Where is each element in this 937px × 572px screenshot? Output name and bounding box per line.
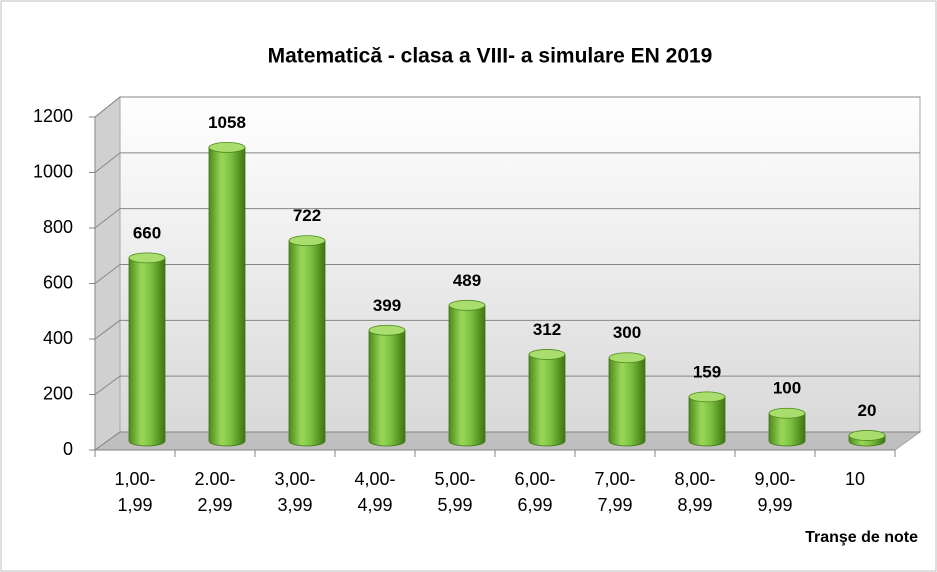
bar-top [688,391,726,403]
bar [288,240,326,447]
grid-line-side [94,431,121,451]
x-tick-label: 3,00-3,99 [274,469,315,515]
y-tick-label: 1200 [33,106,73,126]
value-label: 660 [133,223,161,242]
x-axis-title: Tranşe de note [805,529,918,546]
bar-top [608,352,646,364]
bar [128,257,166,447]
grid-line-side [94,375,121,395]
grid-line-side [94,152,121,173]
bar [608,357,646,447]
y-tick-label: 1000 [33,161,73,181]
bar-top [128,252,166,264]
x-tick-label: 1,00-1,99 [114,469,155,515]
value-label: 489 [453,271,481,290]
value-label: 20 [858,401,877,420]
bar-top [768,407,806,419]
y-tick-label: 800 [43,217,73,237]
grid-line-side [94,264,121,284]
x-tick-label: 10 [845,469,865,489]
bar [208,147,246,447]
value-label: 399 [373,296,401,315]
bar [688,396,726,447]
grid-line-side [94,319,121,340]
value-label: 1058 [208,113,246,132]
chart-title: Matematică - clasa a VIII- a simulare EN… [268,45,713,68]
y-tick-label: 0 [63,439,73,459]
bar [768,412,806,447]
bar-top [528,349,566,360]
bar-top [368,324,406,336]
bar [368,329,406,447]
bar-top [288,235,326,247]
bar [528,354,566,447]
grid-line-side [94,96,121,118]
value-label: 100 [773,379,801,398]
x-tick-label: 8,00-8,99 [674,469,715,515]
bar-top [848,430,886,441]
y-tick-label: 200 [43,383,73,403]
x-tick-label: 9,00-9,99 [754,469,795,515]
value-label: 722 [293,206,321,225]
y-tick-label: 400 [43,328,73,348]
y-tick-label: 600 [43,272,73,292]
grid-line-side [94,208,121,229]
x-tick-label: 4,00-4,99 [354,469,395,515]
x-tick-label: 5,00-5,99 [434,469,475,515]
x-tick-label: 2.00-2,99 [194,469,235,515]
x-tick-label: 6,00-6,99 [514,469,555,515]
x-tick-label: 7,00-7,99 [594,469,635,515]
bar-top [448,299,486,311]
bar [448,304,486,447]
value-label: 312 [533,320,561,339]
value-label: 159 [693,362,721,381]
bar-top [208,142,246,153]
value-label: 300 [613,323,641,342]
